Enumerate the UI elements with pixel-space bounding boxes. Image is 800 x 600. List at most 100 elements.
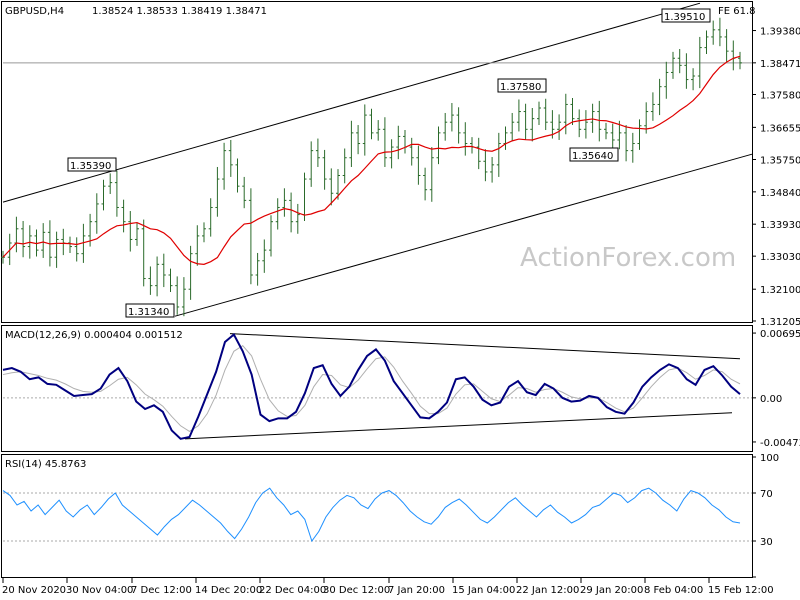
price-bar — [624, 125, 629, 162]
macd-upper-trend — [229, 333, 741, 360]
price-bar — [711, 20, 716, 45]
price-bar — [717, 17, 722, 47]
price-bar — [470, 137, 474, 154]
rsi-panel-frame — [1, 454, 753, 578]
price-bar — [41, 223, 46, 258]
watermark: ActionForex.com — [520, 243, 736, 273]
price-bar — [262, 239, 267, 273]
x-tick-label: 22 Jan 12:00 — [516, 585, 579, 596]
price-bar — [563, 93, 568, 135]
macd-tick-label: 0.006956 — [760, 329, 800, 340]
x-tick-label: 7 Dec 12:00 — [131, 585, 192, 596]
price-bar — [202, 222, 206, 243]
price-bar — [570, 98, 575, 126]
price-bar — [650, 92, 655, 121]
axis-layer: 1.39380 1.38471 1.37580 1.36655 1.35750 1.348… — [2, 27, 800, 596]
price-annotation-label: 1.31340 — [128, 307, 169, 318]
price-bar — [691, 68, 696, 91]
price-bar — [630, 132, 635, 163]
price-bar — [181, 277, 186, 317]
price-bar — [537, 101, 541, 126]
price-bar — [336, 169, 340, 200]
x-tick-label: 20 Nov 2020 — [2, 585, 66, 596]
price-bar — [449, 103, 454, 132]
price-bar — [175, 276, 180, 315]
price-tick-label: 1.37580 — [760, 90, 800, 101]
price-bar — [738, 51, 742, 70]
price-tick-label: 1.36655 — [760, 123, 800, 134]
price-panel-frame — [1, 1, 753, 323]
price-bar — [242, 176, 247, 209]
price-bar — [684, 53, 689, 89]
price-bar — [697, 36, 702, 89]
price-bar — [550, 110, 555, 139]
rsi-tick-label: 100 — [760, 453, 779, 464]
x-tick-label: 30 Nov 04:00 — [66, 585, 133, 596]
price-bar — [416, 145, 421, 185]
price-annotation: 1.37580 — [497, 78, 547, 93]
x-tick-label: 30 Dec 12:00 — [323, 585, 390, 596]
x-tick-label: 7 Jan 20:00 — [388, 585, 445, 596]
macd-main-line — [2, 332, 741, 440]
price-bar — [617, 120, 622, 150]
price-bar — [436, 126, 441, 165]
price-bar — [208, 198, 213, 237]
price-bar — [289, 192, 294, 233]
rsi-title: RSI(14) 45.8763 — [5, 459, 86, 470]
price-annotation: 1.31340 — [125, 303, 175, 318]
price-bar — [523, 103, 528, 140]
price-bar — [282, 188, 287, 217]
rsi-tick-label: 30 — [760, 537, 773, 548]
price-bar — [148, 266, 153, 295]
current-price-box — [756, 55, 800, 69]
price-bar — [597, 100, 602, 142]
price-tick-label: 1.33930 — [760, 220, 800, 231]
price-bar — [329, 168, 334, 206]
price-bar — [68, 236, 72, 253]
price-bar — [128, 211, 133, 252]
price-annotation-label: 1.35390 — [70, 161, 111, 172]
price-annotation-label: 1.39510 — [664, 12, 705, 23]
price-bar — [657, 78, 662, 116]
price-layer: 1.35390 1.31340 1.37580 1.35640 1.39510 — [1, 2, 753, 318]
price-bar — [423, 167, 428, 201]
macd-signal-line — [2, 345, 741, 432]
price-bar — [275, 198, 280, 230]
price-annotation: 1.35390 — [67, 157, 117, 172]
price-bar — [81, 223, 86, 263]
price-bar — [483, 149, 488, 182]
price-title: GBPUSD,H4 — [5, 6, 64, 17]
price-bar — [490, 157, 495, 183]
price-bar — [429, 147, 434, 202]
price-bar — [21, 220, 26, 258]
price-bar — [295, 203, 300, 234]
price-bar — [671, 51, 675, 79]
price-bar — [503, 126, 508, 150]
price-bar — [121, 199, 126, 233]
x-tick-label: 15 Feb 12:00 — [708, 585, 774, 596]
price-annotation-label: 1.37580 — [500, 82, 541, 93]
price-bar — [188, 245, 193, 300]
price-annotation: 1.39510 — [661, 8, 711, 23]
price-bar — [322, 149, 327, 190]
x-tick-label: 15 Jan 04:00 — [452, 585, 515, 596]
rsi-layer — [2, 487, 752, 543]
price-tick-label: 1.38471 — [760, 59, 800, 70]
price-bar — [14, 216, 19, 253]
rsi-line — [2, 487, 741, 543]
price-bar — [255, 252, 260, 286]
price-bar — [590, 103, 595, 133]
price-tick-label: 1.31205 — [760, 317, 800, 328]
x-tick-label: 29 Jan 20:00 — [580, 585, 643, 596]
price-tick-label: 1.34840 — [760, 188, 800, 199]
moving-average-line — [2, 55, 741, 265]
price-tick-label: 1.33030 — [760, 252, 800, 263]
price-bar — [94, 193, 99, 234]
price-bar — [54, 231, 59, 268]
price-bar — [382, 117, 387, 167]
price-bar — [302, 172, 307, 221]
price-bar — [610, 123, 615, 148]
price-bar — [215, 166, 220, 217]
price-bar — [557, 114, 562, 140]
price-bar — [141, 219, 146, 287]
